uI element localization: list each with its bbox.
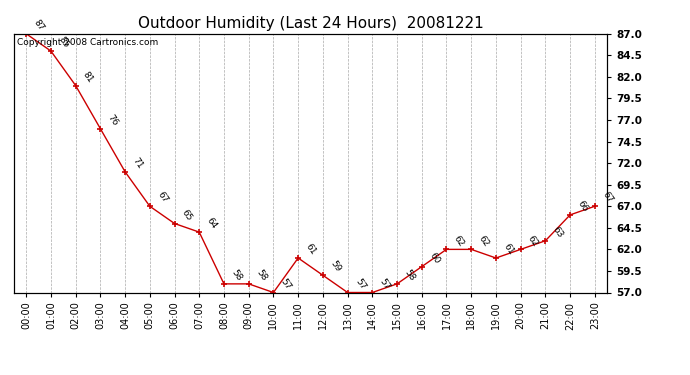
Text: 87: 87 (32, 18, 46, 32)
Text: 57: 57 (279, 276, 293, 291)
Text: 65: 65 (180, 207, 194, 222)
Text: 67: 67 (600, 190, 614, 205)
Text: 85: 85 (57, 35, 70, 50)
Text: 67: 67 (155, 190, 169, 205)
Text: 58: 58 (254, 268, 268, 282)
Text: 63: 63 (551, 225, 565, 239)
Text: 71: 71 (130, 156, 145, 170)
Text: 81: 81 (81, 69, 95, 84)
Text: 60: 60 (427, 251, 442, 265)
Text: 62: 62 (452, 234, 466, 248)
Text: 61: 61 (502, 242, 515, 256)
Text: 57: 57 (378, 276, 392, 291)
Text: 62: 62 (477, 234, 491, 248)
Text: 59: 59 (328, 259, 342, 274)
Title: Outdoor Humidity (Last 24 Hours)  20081221: Outdoor Humidity (Last 24 Hours) 2008122… (137, 16, 484, 31)
Text: 58: 58 (402, 268, 417, 282)
Text: Copyright 2008 Cartronics.com: Copyright 2008 Cartronics.com (17, 38, 158, 46)
Text: 61: 61 (304, 242, 317, 256)
Text: 62: 62 (526, 234, 540, 248)
Text: 64: 64 (205, 216, 219, 231)
Text: 58: 58 (230, 268, 244, 282)
Text: 57: 57 (353, 276, 367, 291)
Text: 66: 66 (575, 199, 590, 213)
Text: 76: 76 (106, 112, 120, 127)
